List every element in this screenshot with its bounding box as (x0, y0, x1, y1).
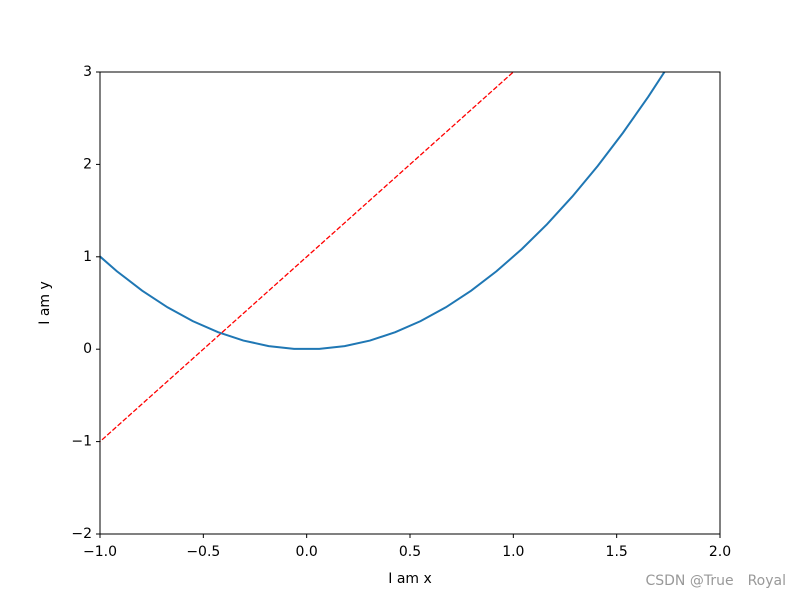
x-axis-label: I am x (388, 571, 432, 587)
x-tick-label: 0.5 (399, 544, 421, 560)
line-series (100, 72, 666, 350)
y-axis-label: I am y (37, 281, 53, 325)
x-tick-label: 0.0 (296, 544, 318, 560)
line-series (100, 72, 515, 443)
y-tick-label: 1 (83, 249, 92, 265)
x-tick-label: 1.5 (606, 544, 628, 560)
x-tick-label: −0.5 (186, 544, 220, 560)
y-tick-label: 2 (83, 156, 92, 172)
plot-area (100, 72, 666, 443)
y-tick-label: −1 (71, 434, 92, 450)
x-tick-label: 1.0 (502, 544, 524, 560)
x-tick-label: 2.0 (709, 544, 731, 560)
y-tick-label: 3 (83, 64, 92, 80)
y-tick-label: −2 (71, 526, 92, 542)
watermark: CSDN @True Royal (645, 573, 786, 589)
x-tick-label: −1.0 (83, 544, 117, 560)
y-tick-label: 0 (83, 341, 92, 357)
